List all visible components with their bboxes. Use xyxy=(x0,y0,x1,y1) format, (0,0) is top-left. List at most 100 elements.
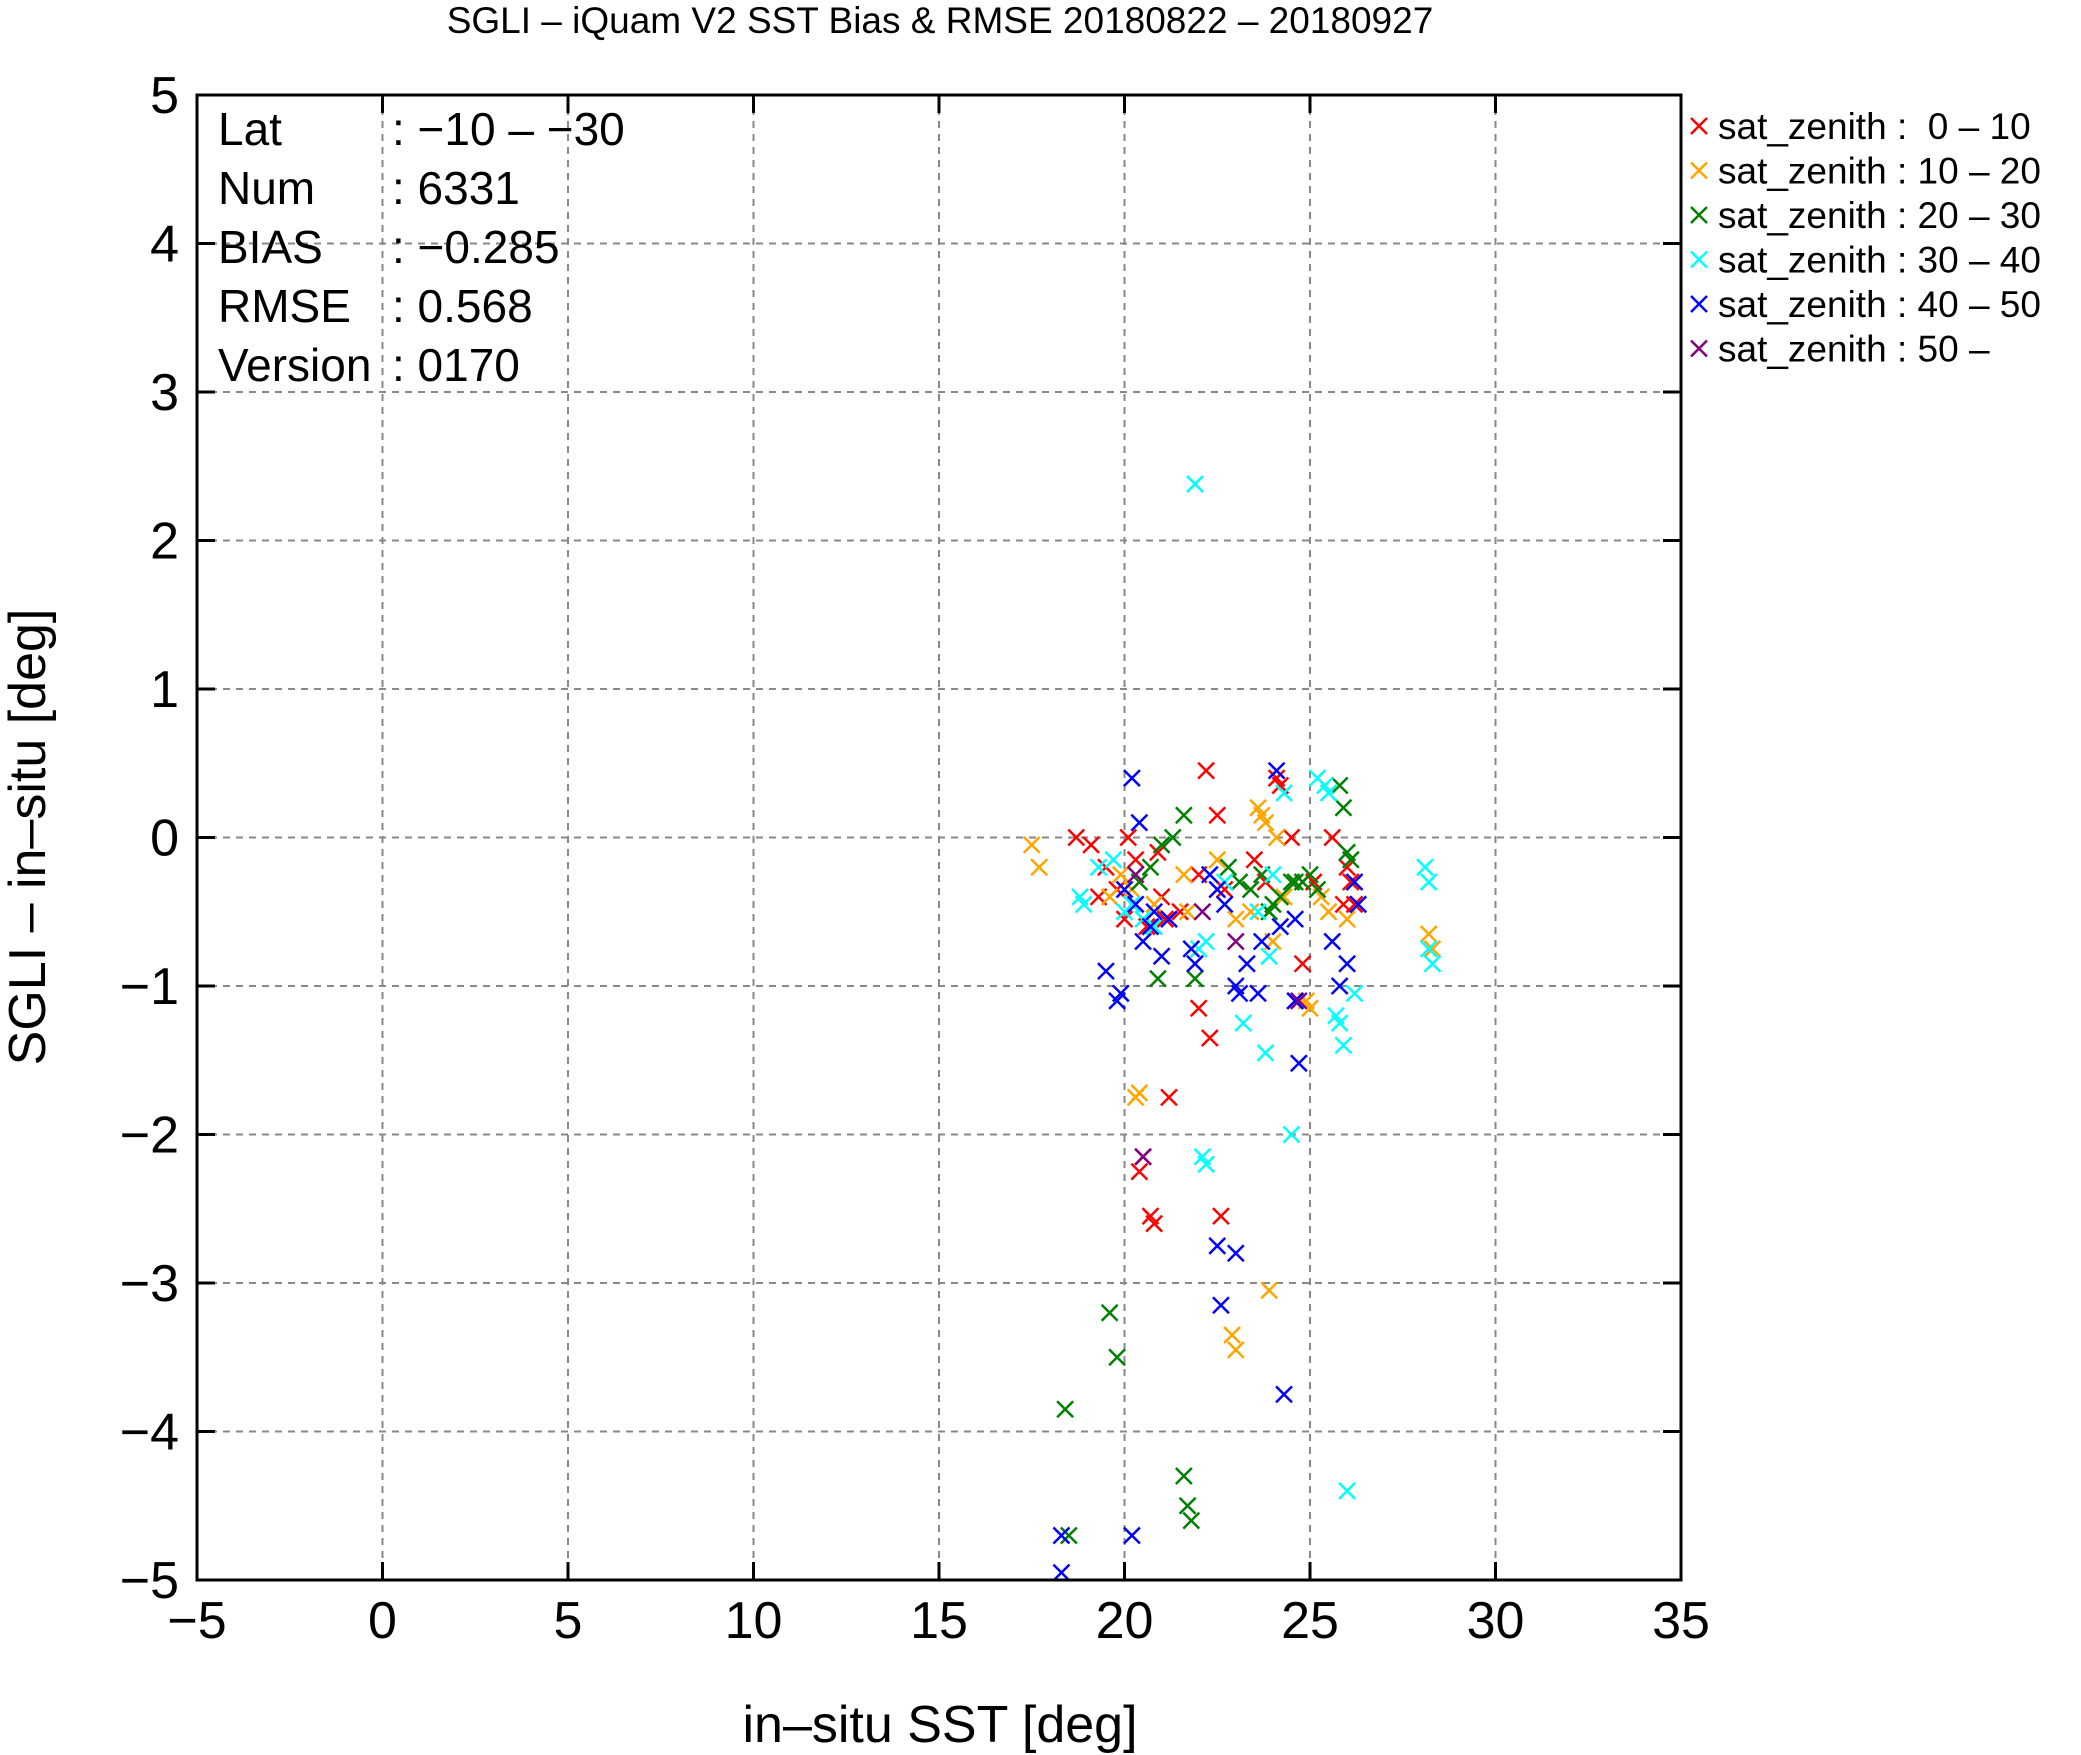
data-point xyxy=(1416,858,1434,877)
axis-ticks: −5 0 5 10 15 20 25 30 35 −5 −4 −3 −2 −1 0 1 2 3 4 5 xyxy=(120,67,1710,1650)
data-point xyxy=(1067,828,1086,847)
scatter-points xyxy=(1022,475,1442,1582)
data-point xyxy=(1074,895,1093,914)
data-point xyxy=(1245,850,1264,869)
data-point xyxy=(1030,858,1049,877)
data-point xyxy=(1330,776,1349,795)
legend-marker xyxy=(1690,206,1708,224)
y-tick-label: 1 xyxy=(150,661,179,719)
data-point xyxy=(1130,813,1149,832)
stats-label: BIAS xyxy=(218,221,323,273)
data-point xyxy=(1423,939,1442,958)
series-4 xyxy=(1052,761,1368,1582)
data-point xyxy=(1275,1385,1293,1404)
legend-marker xyxy=(1690,295,1708,313)
data-point xyxy=(1226,1340,1245,1359)
data-point xyxy=(1171,902,1190,921)
data-point xyxy=(1126,1088,1145,1107)
data-point xyxy=(1160,1088,1178,1107)
data-point xyxy=(1338,1482,1356,1500)
data-point xyxy=(1208,806,1227,825)
data-point xyxy=(1174,806,1193,825)
data-point xyxy=(1419,925,1438,943)
stats-value: : 6331 xyxy=(392,162,520,214)
data-point xyxy=(1323,932,1342,951)
data-point xyxy=(1334,798,1353,817)
data-point xyxy=(1089,858,1108,877)
data-point xyxy=(1271,888,1290,906)
data-point xyxy=(1301,865,1319,884)
data-point xyxy=(1234,1014,1253,1033)
legend-label: sat_zenith : 10 – 20 xyxy=(1718,151,2041,192)
stats-value: : −0.285 xyxy=(392,221,560,273)
data-point xyxy=(1163,828,1182,847)
data-point xyxy=(1119,828,1138,847)
data-point xyxy=(1186,475,1204,493)
data-point xyxy=(1056,1400,1075,1419)
y-tick-label: −3 xyxy=(120,1255,179,1313)
data-point xyxy=(1174,865,1193,884)
data-point xyxy=(1126,850,1145,869)
data-point xyxy=(1193,902,1212,921)
data-point xyxy=(1338,910,1356,929)
data-point xyxy=(1186,969,1204,988)
data-point xyxy=(1282,828,1301,847)
data-point xyxy=(1189,999,1208,1018)
data-point xyxy=(1126,895,1145,914)
data-point xyxy=(1286,991,1305,1010)
data-point xyxy=(1178,1496,1197,1515)
x-tick-label: 15 xyxy=(910,1592,968,1650)
data-point xyxy=(1423,954,1442,973)
data-point xyxy=(1059,1526,1078,1545)
data-point xyxy=(1200,1029,1219,1047)
data-point xyxy=(1330,977,1349,995)
series-5 xyxy=(1126,865,1308,1166)
data-point xyxy=(1126,865,1145,884)
data-point xyxy=(1226,932,1245,951)
data-point xyxy=(1215,880,1234,899)
data-point xyxy=(1271,917,1290,936)
x-axis-label: in–situ SST [deg] xyxy=(742,1696,1137,1754)
data-point xyxy=(1152,836,1171,854)
y-tick-label: 2 xyxy=(150,513,179,571)
x-tick-label: 35 xyxy=(1652,1592,1710,1650)
data-point xyxy=(1130,1162,1149,1181)
data-point xyxy=(1282,1125,1301,1144)
legend-label: sat_zenith : 40 – 50 xyxy=(1718,284,2041,325)
data-point xyxy=(1419,873,1438,891)
data-point xyxy=(1208,880,1227,899)
data-point xyxy=(1141,858,1160,877)
data-point xyxy=(1182,939,1201,958)
data-point xyxy=(1260,1281,1279,1300)
data-point xyxy=(1345,984,1364,1003)
data-point xyxy=(1197,761,1216,780)
grid xyxy=(197,95,1681,1580)
data-point xyxy=(1052,1526,1071,1545)
data-point xyxy=(1097,962,1115,981)
data-point xyxy=(1178,902,1197,921)
data-point xyxy=(1286,873,1305,891)
data-point xyxy=(1241,880,1260,899)
data-point xyxy=(1275,784,1293,802)
data-point xyxy=(1323,828,1342,847)
data-point xyxy=(1141,917,1160,936)
data-point xyxy=(1345,895,1364,914)
data-point xyxy=(1223,1326,1241,1344)
x-tick-label: 10 xyxy=(725,1592,783,1650)
data-point xyxy=(1182,1511,1201,1530)
data-point xyxy=(1341,873,1360,891)
data-point xyxy=(1289,1054,1308,1073)
data-point xyxy=(1252,932,1271,951)
data-point xyxy=(1145,895,1164,914)
stats-value: : −10 – −30 xyxy=(392,103,625,155)
stats-value: : 0.568 xyxy=(392,280,533,332)
x-tick-label: 20 xyxy=(1096,1592,1154,1650)
data-point xyxy=(1052,1563,1071,1582)
data-point xyxy=(1345,873,1364,891)
data-point xyxy=(1226,910,1245,929)
data-point xyxy=(1123,769,1141,787)
x-tick-label: 0 xyxy=(368,1592,397,1650)
data-point xyxy=(1419,939,1438,958)
